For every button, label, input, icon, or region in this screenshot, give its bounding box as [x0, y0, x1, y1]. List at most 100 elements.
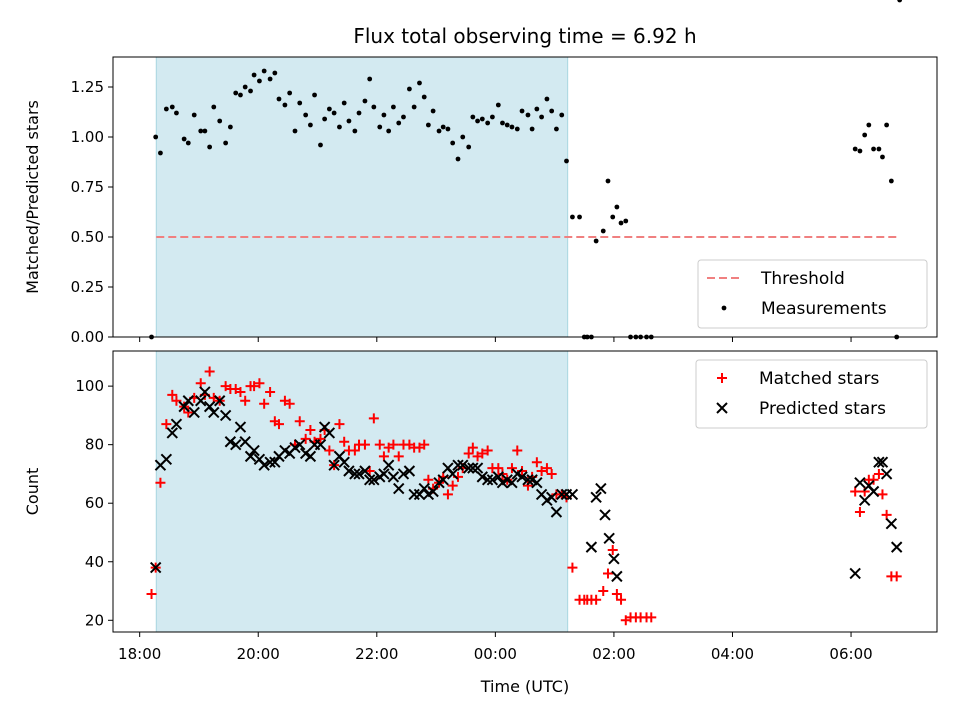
data-point — [378, 451, 389, 462]
data-point — [467, 462, 479, 474]
series-matched-stars — [146, 366, 902, 626]
plot-frame — [112, 56, 938, 338]
data-point — [504, 122, 510, 128]
data-point — [166, 427, 178, 439]
x-tick-label: 20:00 — [237, 645, 280, 663]
data-point — [470, 114, 476, 120]
data-point — [545, 491, 558, 504]
data-point — [477, 448, 488, 459]
data-point — [322, 116, 328, 122]
data-point — [411, 104, 417, 110]
data-point — [556, 488, 568, 501]
data-point — [282, 102, 288, 108]
data-point — [570, 214, 575, 220]
data-point — [567, 562, 578, 573]
data-point — [866, 122, 872, 128]
data-point — [462, 462, 475, 474]
data-point — [536, 466, 547, 477]
data-point — [880, 468, 893, 480]
data-point — [455, 156, 461, 162]
data-point — [403, 465, 416, 477]
data-point — [607, 545, 618, 556]
data-point — [377, 124, 383, 130]
data-point — [445, 126, 451, 132]
data-point — [287, 90, 293, 96]
y-tick-label: 1.25 — [71, 78, 104, 96]
data-point — [367, 76, 373, 82]
data-point — [387, 471, 400, 483]
legend-box — [697, 259, 928, 329]
ratio-panel: 0.00 0.25 0.50 0.75 1.00 1.25 Threshold Measure… — [71, 0, 938, 346]
data-point — [397, 468, 410, 480]
data-point — [418, 482, 430, 495]
data-point — [859, 486, 870, 497]
data-point — [611, 588, 622, 599]
data-point — [457, 459, 469, 471]
x-tick-label: 04:00 — [711, 645, 754, 663]
data-point — [326, 106, 332, 112]
data-point — [381, 112, 387, 118]
data-point — [506, 477, 518, 489]
data-point — [338, 456, 350, 468]
data-point — [324, 445, 335, 456]
data-point — [854, 506, 865, 517]
data-point — [479, 116, 485, 122]
x-tick-label: 22:00 — [355, 645, 398, 663]
data-point — [217, 118, 223, 124]
data-point — [181, 136, 187, 142]
data-point — [230, 438, 242, 451]
data-point — [224, 436, 237, 448]
data-point — [871, 146, 876, 152]
data-point — [450, 140, 456, 146]
data-point — [531, 477, 543, 489]
data-point — [386, 128, 392, 134]
data-point — [146, 588, 157, 599]
data-point — [476, 471, 489, 483]
data-point — [211, 104, 217, 110]
data-point — [876, 456, 889, 468]
observing-window-shade — [156, 57, 568, 337]
data-point — [352, 128, 358, 134]
data-point — [897, 0, 903, 3]
data-point — [167, 389, 178, 400]
data-point — [264, 456, 276, 468]
data-point — [475, 118, 480, 124]
data-point — [595, 482, 607, 495]
legend-box — [695, 359, 928, 429]
data-point — [339, 436, 350, 447]
data-point — [199, 386, 211, 398]
data-point — [486, 474, 499, 486]
data-point — [500, 120, 505, 126]
data-point — [244, 450, 257, 463]
data-point — [611, 570, 623, 583]
data-point — [585, 541, 598, 553]
plot-frame — [112, 350, 938, 633]
data-point — [300, 433, 311, 444]
data-point — [519, 108, 525, 114]
data-point — [885, 517, 898, 530]
data-point — [304, 450, 317, 463]
data-point — [852, 146, 858, 152]
data-point — [294, 438, 306, 451]
data-point — [492, 471, 505, 483]
data-point — [303, 112, 309, 118]
data-point — [891, 571, 902, 582]
data-point — [593, 238, 599, 244]
data-point — [257, 78, 262, 84]
data-point — [407, 86, 412, 92]
data-point — [417, 80, 422, 86]
data-point — [346, 118, 352, 124]
data-point — [452, 459, 464, 471]
data-point — [564, 158, 569, 164]
data-point — [183, 407, 194, 418]
data-point — [368, 413, 379, 424]
data-point — [436, 128, 442, 134]
data-point — [267, 76, 273, 82]
data-point — [522, 480, 533, 491]
data-point — [323, 427, 336, 439]
data-point — [251, 72, 257, 78]
y-tick-label: 0.25 — [71, 278, 104, 296]
data-point — [485, 120, 491, 126]
data-point — [382, 459, 395, 471]
